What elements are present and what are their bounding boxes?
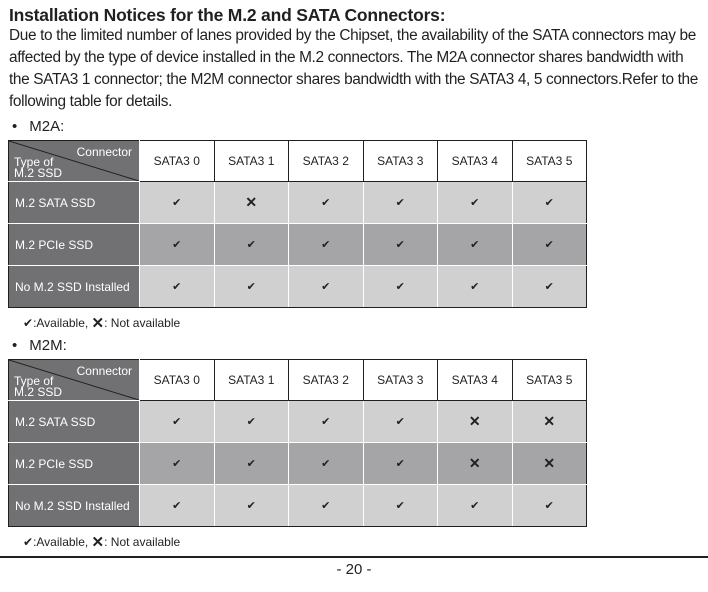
corner-connector-label: Connector	[76, 145, 132, 159]
bullet-dot: •	[12, 337, 18, 354]
availability-cell: ✕	[511, 442, 587, 485]
column-header: SATA3 0	[139, 140, 215, 182]
table-corner-cell: Connector Type of M.2 SSD	[8, 140, 140, 182]
intro-paragraph: Due to the limited number of lanes provi…	[9, 27, 698, 110]
legend-available-text: :Available,	[33, 316, 92, 330]
availability-cell: ✕	[511, 400, 587, 443]
check-icon: ✔	[23, 535, 34, 549]
availability-cell: ✔	[437, 484, 513, 527]
availability-cell: ✔	[139, 265, 215, 308]
footer-rule	[0, 556, 708, 558]
diagonal-line	[9, 360, 139, 400]
availability-cell: ✔	[139, 400, 215, 443]
availability-cell: ✔	[288, 223, 364, 266]
availability-cell: ✔	[362, 400, 438, 443]
availability-cell: ✔	[288, 442, 364, 485]
table-row: No M.2 SSD Installed ✔ ✔ ✔ ✔ ✔ ✔	[8, 484, 587, 527]
bullet-dot: •	[12, 118, 18, 135]
legend-unavailable-text: : Not available	[104, 316, 181, 330]
row-label: M.2 SATA SSD	[8, 400, 140, 443]
column-header: SATA3 4	[437, 140, 513, 182]
column-header: SATA3 4	[437, 359, 513, 401]
m2m-table: Connector Type of M.2 SSD SATA3 0 SATA3 1…	[8, 359, 587, 527]
row-label: No M.2 SSD Installed	[8, 265, 140, 308]
page-number: - 20 -	[336, 561, 372, 578]
availability-cell: ✔	[362, 223, 438, 266]
column-header: SATA3 2	[288, 140, 364, 182]
corner-type-label: Type of M.2 SSD	[14, 155, 63, 180]
legend-unavailable-text: : Not available	[104, 535, 181, 549]
table-row: M.2 SATA SSD ✔ ✕ ✔ ✔ ✔ ✔	[8, 181, 587, 224]
availability-cell: ✔	[437, 223, 513, 266]
m2a-table: Connector Type of M.2 SSD SATA3 0 SATA3 1…	[8, 140, 587, 308]
corner-type-line1: Type of	[14, 155, 54, 169]
table-header-row: Connector Type of M.2 SSD SATA3 0 SATA3 1…	[8, 140, 587, 182]
m2m-legend: ✔:Available, ✕: Not available	[23, 532, 181, 551]
availability-cell: ✔	[139, 181, 215, 224]
availability-cell: ✔	[288, 484, 364, 527]
availability-cell: ✔	[511, 484, 587, 527]
cross-icon: ✕	[91, 534, 105, 551]
availability-cell: ✔	[139, 484, 215, 527]
availability-cell: ✔	[139, 223, 215, 266]
availability-cell: ✔	[437, 265, 513, 308]
row-label: No M.2 SSD Installed	[8, 484, 140, 527]
column-header: SATA3 0	[139, 359, 215, 401]
row-label: M.2 SATA SSD	[8, 181, 140, 224]
m2m-bullet: • M2M:	[12, 337, 67, 354]
table-row: M.2 PCIe SSD ✔ ✔ ✔ ✔ ✔ ✔	[8, 223, 587, 266]
corner-type-line2: M.2 SSD	[14, 385, 63, 399]
column-header: SATA3 1	[213, 140, 289, 182]
column-header: SATA3 5	[511, 359, 587, 401]
diagonal-line	[9, 141, 139, 181]
availability-cell: ✔	[511, 265, 587, 308]
table-row: M.2 SATA SSD ✔ ✔ ✔ ✔ ✕ ✕	[8, 400, 587, 443]
availability-cell: ✔	[213, 400, 289, 443]
availability-cell: ✔	[288, 400, 364, 443]
availability-cell: ✔	[511, 181, 587, 224]
column-header: SATA3 3	[362, 359, 438, 401]
availability-cell: ✔	[288, 265, 364, 308]
availability-cell: ✔	[139, 442, 215, 485]
corner-type-line2: M.2 SSD	[14, 166, 63, 180]
corner-type-line1: Type of	[14, 374, 54, 388]
availability-cell: ✔	[213, 265, 289, 308]
availability-cell: ✔	[213, 223, 289, 266]
cross-icon: ✕	[91, 315, 105, 332]
table-header-row: Connector Type of M.2 SSD SATA3 0 SATA3 1…	[8, 359, 587, 401]
availability-cell: ✔	[288, 181, 364, 224]
section-heading: Installation Notices for the M.2 and SAT…	[9, 5, 446, 25]
m2m-title: M2M:	[29, 337, 67, 354]
table-row: M.2 PCIe SSD ✔ ✔ ✔ ✔ ✕ ✕	[8, 442, 587, 485]
m2a-legend: ✔:Available, ✕: Not available	[23, 313, 181, 332]
row-label: M.2 PCIe SSD	[8, 223, 140, 266]
availability-cell: ✕	[213, 181, 289, 224]
column-header: SATA3 3	[362, 140, 438, 182]
availability-cell: ✔	[362, 442, 438, 485]
m2a-title: M2A:	[29, 118, 65, 135]
table-corner-cell: Connector Type of M.2 SSD	[8, 359, 140, 401]
corner-type-label: Type of M.2 SSD	[14, 374, 63, 399]
availability-cell: ✕	[437, 442, 513, 485]
availability-cell: ✔	[362, 181, 438, 224]
column-header: SATA3 1	[213, 359, 289, 401]
availability-cell: ✔	[362, 484, 438, 527]
legend-available-text: :Available,	[33, 535, 92, 549]
table-row: No M.2 SSD Installed ✔ ✔ ✔ ✔ ✔ ✔	[8, 265, 587, 308]
availability-cell: ✔	[362, 265, 438, 308]
corner-connector-label: Connector	[76, 364, 132, 378]
column-header: SATA3 2	[288, 359, 364, 401]
availability-cell: ✔	[213, 442, 289, 485]
availability-cell: ✕	[437, 400, 513, 443]
check-icon: ✔	[23, 316, 34, 330]
row-label: M.2 PCIe SSD	[8, 442, 140, 485]
availability-cell: ✔	[511, 223, 587, 266]
availability-cell: ✔	[437, 181, 513, 224]
m2a-bullet: • M2A:	[12, 118, 64, 135]
column-header: SATA3 5	[511, 140, 587, 182]
availability-cell: ✔	[213, 484, 289, 527]
